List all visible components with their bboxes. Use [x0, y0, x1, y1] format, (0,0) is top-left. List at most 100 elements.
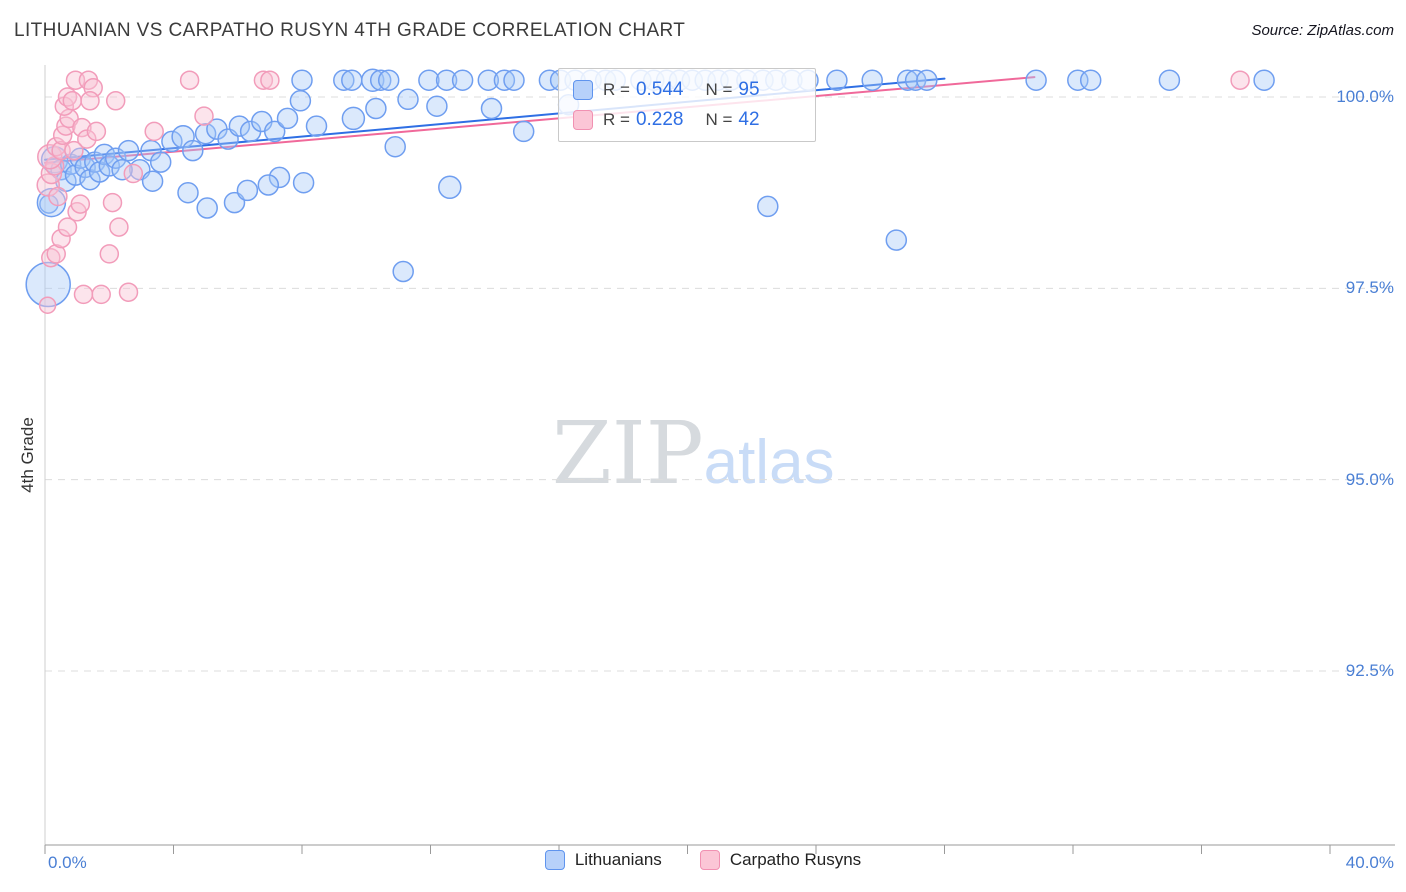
legend-row-carpatho-rusyns: R = 0.228 N = 42: [573, 107, 801, 133]
scatter-point-lithuanians: [397, 88, 419, 111]
y-tick-label-97-5: 97.5%: [1345, 278, 1394, 297]
scatter-point-lithuanians: [861, 69, 883, 91]
scatter-point-lithuanians: [276, 107, 299, 130]
scatter-point-lithuanians: [333, 69, 355, 91]
scatter-point-lithuanians: [435, 69, 458, 91]
scatter-point-lithuanians: [104, 147, 127, 169]
y-axis-title: 4th Grade: [18, 417, 37, 493]
carpatho-rusyns-swatch-icon: [573, 110, 593, 130]
scatter-point-lithuanians: [426, 95, 448, 117]
scatter-point-lithuanians: [377, 69, 400, 91]
scatter-point-carpatho-rusyns: [64, 140, 84, 161]
r-label: R =: [603, 80, 630, 99]
scatter-point-lithuanians: [512, 120, 535, 143]
scatter-point-lithuanians: [360, 68, 385, 92]
carpatho-rusyns-swatch-icon: [699, 850, 720, 870]
scatter-point-lithuanians: [384, 135, 406, 158]
scatter-point-lithuanians: [141, 170, 164, 192]
watermark-atlas: atlas: [703, 428, 835, 497]
scatter-point-lithuanians: [292, 171, 315, 194]
scatter-point-carpatho-rusyns: [57, 217, 78, 237]
scatter-point-carpatho-rusyns: [48, 186, 68, 207]
scatter-point-carpatho-rusyns: [73, 284, 94, 305]
scatter-point-lithuanians: [194, 122, 217, 145]
trend-line-carpatho-rusyns: [44, 76, 1036, 164]
scatter-point-carpatho-rusyns: [109, 217, 129, 237]
scatter-point-lithuanians: [196, 197, 218, 219]
scatter-point-lithuanians: [177, 181, 199, 204]
scatter-point-lithuanians: [1158, 69, 1181, 91]
page-title: LITHUANIAN VS CARPATHO RUSYN 4TH GRADE C…: [14, 20, 686, 41]
scatter-point-lithuanians: [1253, 69, 1275, 91]
series-legend: Lithuanians Carpatho Rusyns: [0, 850, 1406, 870]
scatter-point-lithuanians: [904, 69, 927, 91]
scatter-point-lithuanians: [236, 179, 259, 202]
legend-item-lithuanians: Lithuanians: [544, 850, 662, 870]
scatter-point-lithuanians: [477, 69, 500, 91]
scatter-point-carpatho-rusyns: [91, 284, 111, 305]
scatter-point-carpatho-rusyns: [144, 121, 164, 142]
x-axis-min-label: 0.0%: [48, 853, 87, 872]
scatter-point-lithuanians: [228, 115, 251, 137]
scatter-point-lithuanians: [305, 115, 328, 137]
n-value: 42: [738, 109, 760, 130]
scatter-point-lithuanians: [757, 195, 779, 218]
scatter-point-carpatho-rusyns: [253, 70, 274, 90]
scatter-point-lithuanians: [341, 69, 363, 91]
scatter-point-carpatho-rusyns: [37, 143, 63, 170]
scatter-point-lithuanians: [1025, 69, 1047, 91]
scatter-point-lithuanians: [369, 69, 392, 91]
scatter-point-carpatho-rusyns: [38, 296, 57, 314]
scatter-point-carpatho-rusyns: [80, 91, 100, 111]
scatter-point-carpatho-rusyns: [118, 282, 139, 302]
scatter-point-lithuanians: [149, 151, 172, 173]
scatter-point-lithuanians: [111, 158, 133, 181]
lithuanians-swatch-icon: [573, 80, 593, 100]
y-tick-label-95: 95.0%: [1345, 470, 1394, 489]
scatter-point-carpatho-rusyns: [105, 91, 126, 111]
correlation-legend-box: R = 0.544 N = 95 R = 0.228 N = 42: [558, 68, 816, 142]
scatter-point-carpatho-rusyns: [51, 228, 71, 249]
scatter-point-lithuanians: [257, 174, 280, 196]
scatter-point-carpatho-rusyns: [86, 121, 107, 142]
scatter-point-lithuanians: [451, 69, 474, 91]
legend-row-lithuanians: R = 0.544 N = 95: [573, 77, 801, 103]
scatter-point-carpatho-rusyns: [179, 70, 200, 90]
scatter-point-carpatho-rusyns: [72, 117, 92, 138]
scatter-point-lithuanians: [93, 143, 116, 166]
scatter-point-carpatho-rusyns: [194, 106, 214, 126]
scatter-point-lithuanians: [1079, 69, 1102, 91]
scatter-point-lithuanians: [438, 175, 462, 200]
scatter-point-carpatho-rusyns: [62, 91, 83, 111]
scatter-point-lithuanians: [503, 69, 525, 91]
scatter-point-carpatho-rusyns: [1230, 70, 1250, 90]
scatter-point-carpatho-rusyns: [260, 70, 280, 90]
scatter-point-lithuanians: [916, 69, 938, 91]
scatter-point-carpatho-rusyns: [99, 244, 120, 264]
scatter-point-lithuanians: [392, 260, 414, 283]
scatter-point-lithuanians: [291, 69, 313, 91]
legend-item-label: Lithuanians: [574, 850, 662, 869]
scatter-point-lithuanians: [341, 106, 366, 131]
zipatlas-watermark: ZIP atlas: [552, 404, 835, 504]
scatter-point-lithuanians: [117, 139, 140, 162]
n-value: 95: [738, 79, 760, 100]
scatter-point-carpatho-rusyns: [123, 163, 144, 184]
watermark-zip: ZIP: [552, 404, 704, 504]
scatter-point-lithuanians: [826, 69, 848, 91]
r-value: 0.228: [635, 109, 684, 130]
legend-item-carpatho-rusyns: Carpatho Rusyns: [699, 850, 862, 870]
scatter-point-carpatho-rusyns: [70, 194, 91, 214]
scatter-point-lithuanians: [896, 69, 919, 91]
scatter-point-carpatho-rusyns: [102, 192, 123, 213]
r-value: 0.544: [635, 79, 684, 100]
scatter-point-lithuanians: [25, 261, 71, 308]
scatter-point-lithuanians: [268, 166, 291, 189]
scatter-point-lithuanians: [289, 90, 312, 112]
n-label: N =: [705, 80, 733, 99]
scatter-point-lithuanians: [418, 69, 440, 91]
scatter-point-lithuanians: [365, 97, 387, 120]
source-credit: Source: ZipAtlas.com: [1251, 22, 1394, 39]
legend-item-label: Carpatho Rusyns: [729, 850, 862, 869]
